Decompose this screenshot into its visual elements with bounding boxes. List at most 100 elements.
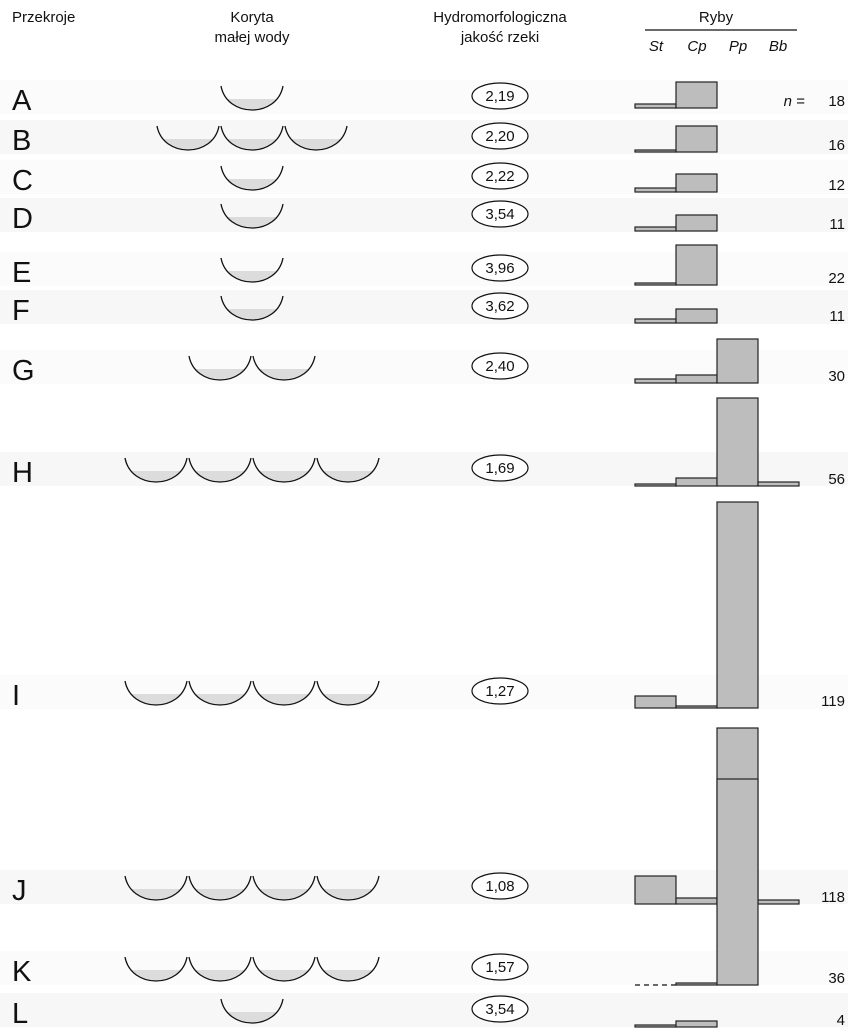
channel bbox=[252, 355, 316, 381]
channel-bed bbox=[188, 680, 252, 706]
fish-bar bbox=[634, 187, 677, 193]
channel-water bbox=[125, 694, 187, 705]
channel bbox=[220, 257, 284, 283]
quality-ellipse bbox=[471, 677, 529, 705]
fish-bar bbox=[675, 374, 718, 384]
fish-bar bbox=[675, 705, 718, 709]
channel bbox=[188, 956, 252, 982]
sample-size: 11 bbox=[829, 216, 845, 233]
channel-bed bbox=[124, 875, 188, 901]
species-label: Cp bbox=[687, 38, 706, 55]
channel bbox=[220, 165, 284, 191]
channel-bed bbox=[252, 956, 316, 982]
fish-bar bbox=[757, 481, 800, 487]
quality-value: 2,19 bbox=[485, 88, 514, 105]
channel bbox=[316, 457, 380, 483]
channel-bed bbox=[316, 875, 380, 901]
section-label: E bbox=[12, 257, 31, 289]
quality-value: 2,22 bbox=[485, 168, 514, 185]
fish-bar bbox=[716, 338, 759, 384]
quality-ellipse bbox=[471, 872, 529, 900]
channel bbox=[220, 85, 284, 111]
fish-bar bbox=[757, 899, 800, 905]
channel-water bbox=[253, 970, 315, 981]
row-band bbox=[0, 120, 848, 154]
row-band bbox=[0, 951, 848, 985]
channel-water bbox=[221, 1012, 283, 1023]
n-equals: = bbox=[796, 93, 805, 110]
channel-water bbox=[253, 694, 315, 705]
section-label: I bbox=[12, 680, 20, 712]
quality-ellipse bbox=[471, 292, 529, 320]
section-label: H bbox=[12, 457, 33, 489]
quality-ellipse bbox=[471, 454, 529, 482]
fish-bar bbox=[675, 897, 718, 905]
channel-bed bbox=[316, 680, 380, 706]
quality-ellipse bbox=[471, 995, 529, 1023]
fish-bar bbox=[634, 483, 677, 487]
channel bbox=[124, 457, 188, 483]
channel bbox=[220, 203, 284, 229]
species-label: Bb bbox=[769, 38, 787, 55]
channel bbox=[220, 295, 284, 321]
channel-bed bbox=[220, 998, 284, 1024]
sample-size: 119 bbox=[821, 693, 845, 710]
channel-bed bbox=[220, 203, 284, 229]
header-channels: Koryta bbox=[230, 9, 274, 26]
channel bbox=[124, 680, 188, 706]
fish-bar bbox=[675, 214, 718, 232]
header-quality: Hydromorfologiczna bbox=[433, 9, 567, 26]
channel-water bbox=[317, 889, 379, 900]
quality-value: 1,69 bbox=[485, 460, 514, 477]
channel bbox=[316, 956, 380, 982]
channel-bed bbox=[252, 457, 316, 483]
sample-size: 118 bbox=[821, 889, 845, 906]
fish-bar bbox=[634, 103, 677, 109]
fish-bar bbox=[634, 378, 677, 384]
channel bbox=[252, 956, 316, 982]
row-band bbox=[0, 198, 848, 232]
sample-size: 12 bbox=[828, 177, 845, 194]
fish-bar bbox=[716, 501, 759, 709]
channel-water bbox=[221, 271, 283, 282]
sample-size: 30 bbox=[828, 368, 845, 385]
channel-water bbox=[221, 309, 283, 320]
section-label: J bbox=[12, 875, 27, 907]
channel-water bbox=[221, 179, 283, 190]
channel-bed bbox=[124, 956, 188, 982]
channel bbox=[252, 457, 316, 483]
quality-ellipse bbox=[471, 200, 529, 228]
channel-water bbox=[189, 694, 251, 705]
section-label: C bbox=[12, 165, 33, 197]
quality-ellipse bbox=[471, 352, 529, 380]
quality-value: 2,40 bbox=[485, 358, 514, 375]
section-label: L bbox=[12, 998, 28, 1029]
channel-bed bbox=[124, 457, 188, 483]
section-label: F bbox=[12, 295, 30, 327]
sample-size: 16 bbox=[828, 137, 845, 154]
channel bbox=[220, 125, 284, 151]
channel bbox=[252, 680, 316, 706]
channel bbox=[316, 875, 380, 901]
channel-bed bbox=[156, 125, 220, 151]
fish-bar bbox=[675, 1020, 718, 1028]
header-channels: małej wody bbox=[214, 29, 290, 46]
section-label: B bbox=[12, 125, 31, 157]
row-band bbox=[0, 160, 848, 194]
row-band bbox=[0, 252, 848, 286]
channel-bed bbox=[220, 295, 284, 321]
quality-value: 3,62 bbox=[485, 298, 514, 315]
channel-water bbox=[221, 99, 283, 110]
channel-bed bbox=[220, 125, 284, 151]
quality-value: 3,96 bbox=[485, 260, 514, 277]
header-fish: Ryby bbox=[699, 9, 734, 26]
channel-bed bbox=[220, 85, 284, 111]
quality-ellipse bbox=[471, 82, 529, 110]
species-label: St bbox=[649, 38, 664, 55]
channel bbox=[124, 956, 188, 982]
quality-ellipse bbox=[471, 953, 529, 981]
channel-water bbox=[253, 369, 315, 380]
quality-value: 1,08 bbox=[485, 878, 514, 895]
quality-value: 1,27 bbox=[485, 683, 514, 700]
channel bbox=[188, 680, 252, 706]
